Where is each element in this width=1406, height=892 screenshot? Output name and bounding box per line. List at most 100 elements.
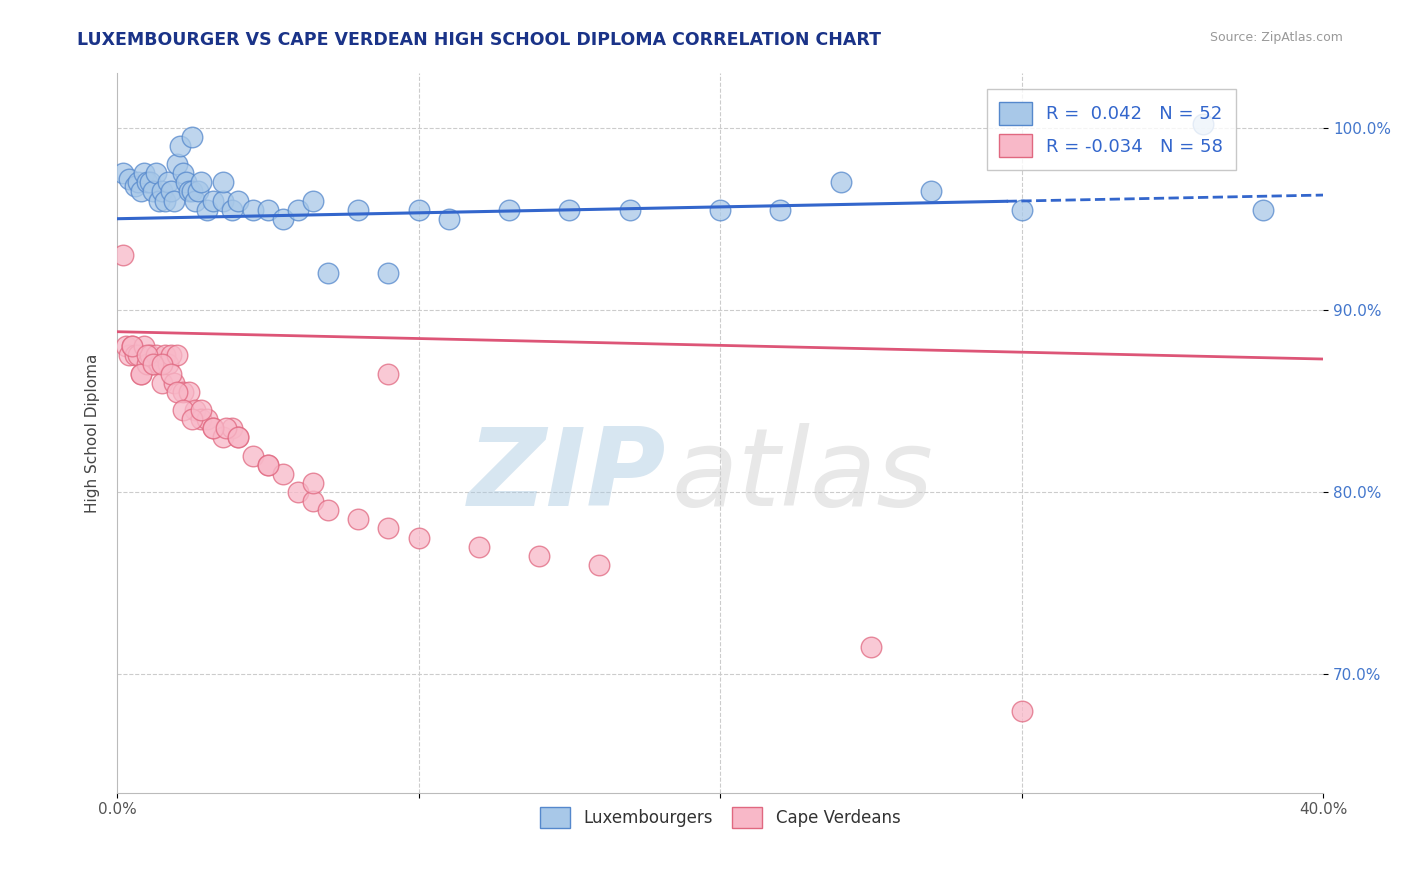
- Point: [408, 531, 430, 545]
- Point: [1011, 704, 1033, 718]
- Point: [179, 185, 201, 199]
- Point: [316, 266, 339, 280]
- Point: [1191, 117, 1213, 131]
- Point: [190, 403, 212, 417]
- Point: [221, 202, 243, 217]
- Point: [184, 194, 207, 208]
- Point: [157, 175, 180, 189]
- Point: [920, 185, 942, 199]
- Point: [155, 348, 177, 362]
- Point: [129, 185, 152, 199]
- Point: [197, 202, 219, 217]
- Point: [377, 521, 399, 535]
- Point: [148, 194, 170, 208]
- Point: [160, 348, 183, 362]
- Point: [302, 475, 325, 490]
- Point: [150, 376, 173, 390]
- Legend: Luxembourgers, Cape Verdeans: Luxembourgers, Cape Verdeans: [533, 800, 907, 835]
- Point: [221, 421, 243, 435]
- Point: [769, 202, 792, 217]
- Point: [211, 430, 233, 444]
- Point: [132, 339, 155, 353]
- Point: [179, 384, 201, 399]
- Point: [437, 211, 460, 226]
- Point: [468, 540, 491, 554]
- Point: [527, 549, 550, 563]
- Point: [1011, 202, 1033, 217]
- Point: [256, 458, 278, 472]
- Point: [347, 512, 370, 526]
- Point: [226, 430, 249, 444]
- Point: [172, 403, 194, 417]
- Point: [160, 367, 183, 381]
- Text: ZIP: ZIP: [467, 423, 666, 529]
- Point: [163, 376, 186, 390]
- Point: [271, 211, 294, 226]
- Point: [287, 485, 309, 500]
- Point: [160, 185, 183, 199]
- Text: Source: ZipAtlas.com: Source: ZipAtlas.com: [1209, 31, 1343, 45]
- Point: [115, 339, 138, 353]
- Point: [169, 139, 191, 153]
- Point: [709, 202, 731, 217]
- Point: [408, 202, 430, 217]
- Point: [155, 194, 177, 208]
- Point: [197, 412, 219, 426]
- Point: [316, 503, 339, 517]
- Point: [132, 166, 155, 180]
- Point: [111, 166, 134, 180]
- Text: LUXEMBOURGER VS CAPE VERDEAN HIGH SCHOOL DIPLOMA CORRELATION CHART: LUXEMBOURGER VS CAPE VERDEAN HIGH SCHOOL…: [77, 31, 882, 49]
- Point: [271, 467, 294, 481]
- Point: [242, 202, 264, 217]
- Point: [142, 358, 165, 372]
- Point: [558, 202, 581, 217]
- Point: [202, 421, 225, 435]
- Point: [166, 157, 188, 171]
- Point: [211, 175, 233, 189]
- Point: [302, 494, 325, 508]
- Point: [181, 185, 204, 199]
- Point: [150, 185, 173, 199]
- Point: [136, 358, 159, 372]
- Point: [619, 202, 641, 217]
- Point: [181, 412, 204, 426]
- Point: [127, 175, 149, 189]
- Point: [347, 202, 370, 217]
- Point: [1251, 202, 1274, 217]
- Point: [142, 358, 165, 372]
- Point: [498, 202, 520, 217]
- Point: [121, 339, 143, 353]
- Point: [148, 358, 170, 372]
- Point: [145, 348, 167, 362]
- Point: [242, 449, 264, 463]
- Point: [163, 194, 186, 208]
- Point: [121, 339, 143, 353]
- Point: [145, 166, 167, 180]
- Point: [830, 175, 852, 189]
- Point: [214, 421, 236, 435]
- Point: [139, 348, 162, 362]
- Point: [377, 367, 399, 381]
- Point: [111, 248, 134, 262]
- Point: [226, 430, 249, 444]
- Point: [287, 202, 309, 217]
- Point: [166, 384, 188, 399]
- Point: [226, 194, 249, 208]
- Point: [124, 178, 146, 193]
- Point: [588, 558, 610, 572]
- Point: [127, 348, 149, 362]
- Point: [166, 348, 188, 362]
- Y-axis label: High School Diploma: High School Diploma: [86, 353, 100, 513]
- Point: [184, 403, 207, 417]
- Point: [150, 358, 173, 372]
- Point: [129, 367, 152, 381]
- Point: [377, 266, 399, 280]
- Point: [187, 185, 209, 199]
- Point: [139, 175, 162, 189]
- Point: [124, 348, 146, 362]
- Point: [256, 458, 278, 472]
- Point: [202, 421, 225, 435]
- Point: [190, 412, 212, 426]
- Point: [157, 358, 180, 372]
- Text: atlas: atlas: [672, 424, 934, 528]
